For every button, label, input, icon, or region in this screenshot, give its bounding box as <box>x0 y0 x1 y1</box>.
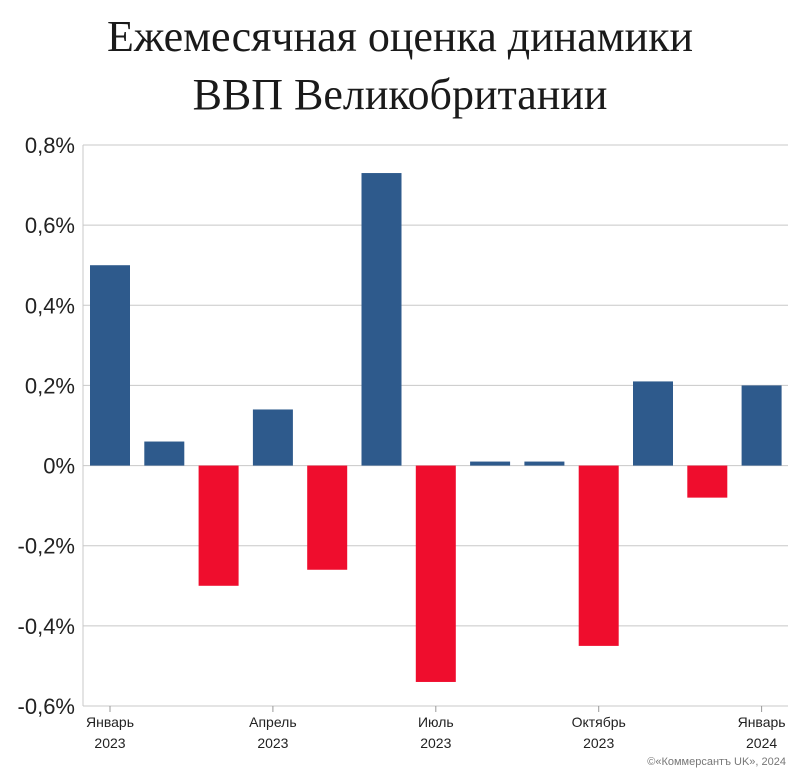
bar <box>687 465 728 498</box>
x-tick-label-month: Апрель <box>249 714 297 730</box>
x-tick-label-month: Июль <box>418 714 454 730</box>
bar <box>252 409 293 466</box>
bar <box>90 265 130 466</box>
bar <box>633 381 673 466</box>
bar <box>307 465 348 570</box>
bar <box>524 461 565 466</box>
x-tick-label-month: Октябрь <box>572 714 626 730</box>
y-tick-label: -0,4% <box>18 614 75 639</box>
y-tick-label: -0,2% <box>18 534 75 559</box>
bar <box>470 461 511 466</box>
bars <box>90 173 782 682</box>
x-tick-label-year: 2023 <box>583 735 614 751</box>
x-tick-label-year: 2023 <box>94 735 125 751</box>
y-tick-label: 0,6% <box>25 213 75 238</box>
x-tick-label-year: 2023 <box>420 735 451 751</box>
x-tick-label-month: Январь <box>86 714 134 730</box>
y-tick-label: 0% <box>43 454 75 479</box>
chart-title: Ежемесячная оценка динамики ВВП Великобр… <box>0 8 800 124</box>
y-tick-label: 0,8% <box>25 133 75 158</box>
bar <box>198 465 239 586</box>
x-tick-label-year: 2024 <box>746 735 777 751</box>
chart-title-line-2: ВВП Великобритании <box>192 70 608 119</box>
bar <box>415 465 456 682</box>
bar <box>578 465 619 646</box>
copyright-credit: ©«Коммерсантъ UK», 2024 <box>647 756 786 768</box>
bar <box>144 441 185 466</box>
chart-title-line-1: Ежемесячная оценка динамики <box>106 12 694 61</box>
axes: 0,8% 0,6% 0,4% 0,2% 0% -0,2% -0,4% -0,6% Январь 2… <box>18 133 786 751</box>
x-tick-label-year: 2023 <box>257 735 288 751</box>
y-tick-label: 0,4% <box>25 293 75 318</box>
bar <box>361 173 402 466</box>
x-tick-label-month: Январь <box>738 714 786 730</box>
y-tick-label: 0,2% <box>25 373 75 398</box>
bar <box>741 385 782 466</box>
y-tick-label: -0,6% <box>18 694 75 719</box>
